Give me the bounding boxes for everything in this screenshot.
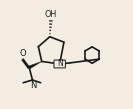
Text: O: O (19, 49, 26, 58)
FancyBboxPatch shape (54, 60, 65, 68)
Polygon shape (29, 61, 42, 69)
Text: OH: OH (45, 9, 57, 19)
Text: N: N (57, 60, 63, 68)
Text: N: N (30, 81, 36, 90)
